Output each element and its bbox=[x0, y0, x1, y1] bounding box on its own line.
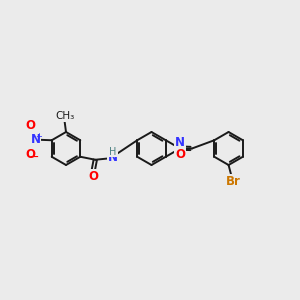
Text: N: N bbox=[108, 151, 118, 164]
Text: O: O bbox=[25, 119, 35, 132]
Text: CH₃: CH₃ bbox=[55, 111, 74, 122]
Text: −: − bbox=[28, 151, 39, 164]
Text: O: O bbox=[88, 170, 98, 183]
Text: O: O bbox=[175, 148, 185, 160]
Text: H: H bbox=[109, 147, 116, 157]
Text: +: + bbox=[35, 131, 42, 140]
Text: N: N bbox=[31, 133, 40, 146]
Text: Br: Br bbox=[226, 175, 241, 188]
Text: O: O bbox=[25, 148, 35, 161]
Text: N: N bbox=[175, 136, 185, 149]
